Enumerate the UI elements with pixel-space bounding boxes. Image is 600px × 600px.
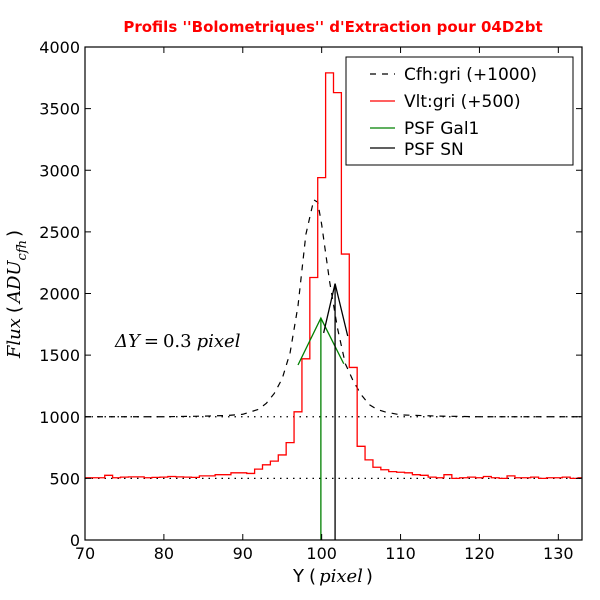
legend-box <box>345 56 574 166</box>
y-tick-label: 3000 <box>39 161 80 180</box>
x-tick-label: 110 <box>385 544 416 563</box>
y-tick-label: 0 <box>70 531 80 550</box>
chart-title: Profils ''Bolometriques'' d'Extraction p… <box>123 18 542 36</box>
series-group <box>85 72 582 540</box>
y-tick-label: 1500 <box>39 346 80 365</box>
legend-label-vlt: Vlt:gri (+500) <box>404 92 521 112</box>
y-tick-label: 1000 <box>39 408 80 427</box>
series-vlt-steps <box>85 72 582 480</box>
y-tick-label: 500 <box>49 469 80 488</box>
legend-label-cfh: Cfh:gri (+1000) <box>404 65 537 85</box>
x-tick-label: 130 <box>543 544 574 563</box>
x-tick-label: 80 <box>154 544 174 563</box>
x-axis-label: Y(pixel) <box>292 566 373 587</box>
legend-label-gal: PSF Gal1 <box>404 119 479 139</box>
series-cfh-line <box>85 198 582 418</box>
x-tick-label: 90 <box>233 544 253 563</box>
y-axis-label: Flux(ADUcfh) <box>4 230 30 359</box>
legend: Cfh:gri (+1000) Vlt:gri (+500) PSF Gal1 … <box>345 56 574 166</box>
y-tick-label: 3500 <box>39 100 80 119</box>
annotation: ΔY = 0.3 pixel <box>114 331 241 352</box>
x-tick-label: 100 <box>306 544 337 563</box>
x-tick-label: 120 <box>464 544 495 563</box>
legend-label-sn: PSF SN <box>404 140 464 160</box>
y-tick-label: 2500 <box>39 223 80 242</box>
x-tick-label: 70 <box>75 544 95 563</box>
y-tick-label: 4000 <box>39 38 80 57</box>
y-tick-label: 2000 <box>39 285 80 304</box>
